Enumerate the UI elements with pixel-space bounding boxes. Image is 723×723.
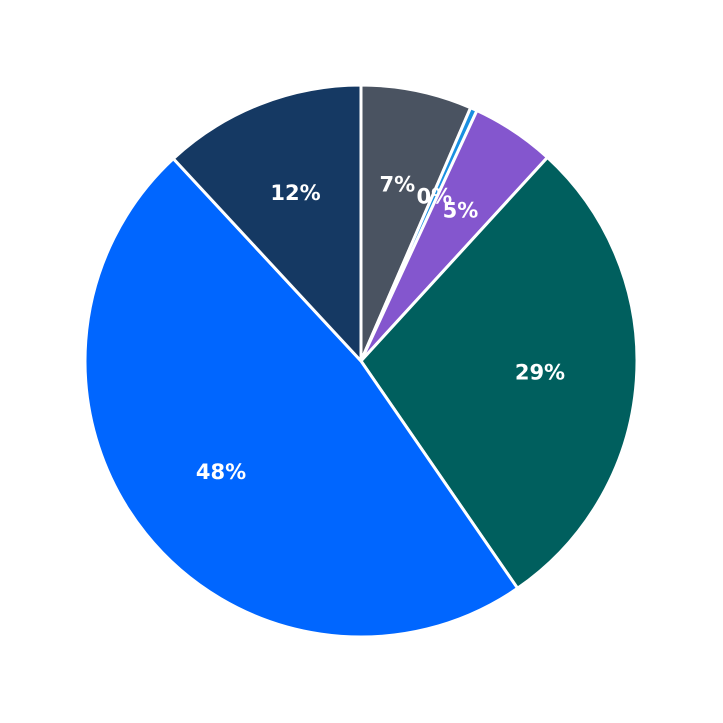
slice-label: 7% [380, 172, 416, 196]
pie-slice [83, 157, 520, 639]
pie-slice [171, 83, 363, 363]
slice-label: 48% [196, 460, 246, 484]
pie-slice [359, 155, 639, 590]
slice-label: 5% [443, 199, 479, 223]
pie-slice [359, 83, 473, 363]
slice-label: 29% [515, 360, 565, 384]
slice-label: 12% [270, 181, 320, 205]
slice-label: 0% [416, 184, 452, 208]
